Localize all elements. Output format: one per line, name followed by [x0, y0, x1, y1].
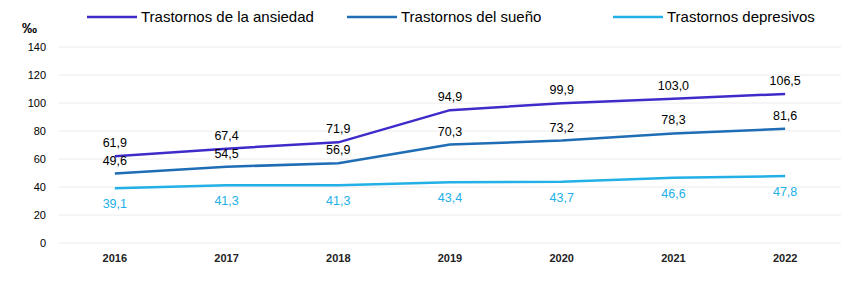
y-tick-label: 120: [28, 69, 46, 81]
data-label: 67,4: [214, 129, 238, 143]
data-label: 70,3: [438, 125, 462, 139]
data-label: 73,2: [550, 121, 574, 135]
plot-area: [115, 94, 785, 188]
y-tick-label: 60: [34, 153, 46, 165]
grid-line: [59, 215, 841, 216]
data-label: 47,8: [773, 185, 797, 199]
data-label: 43,7: [550, 191, 574, 205]
data-label: 41,3: [326, 194, 350, 208]
x-tick-label: 2017: [214, 252, 238, 264]
data-label: 81,6: [773, 109, 797, 123]
legend-swatch: [87, 16, 137, 19]
y-tick-label: 100: [28, 97, 46, 109]
data-label: 94,9: [438, 90, 462, 104]
x-tick-label: 2018: [326, 252, 350, 264]
legend-swatch: [347, 16, 397, 19]
grid-line: [59, 47, 841, 48]
data-label: 41,3: [214, 194, 238, 208]
data-label: 54,5: [214, 147, 238, 161]
data-label: 56,9: [326, 143, 350, 157]
x-tick-label: 2022: [773, 252, 797, 264]
data-label: 103,0: [658, 79, 689, 93]
data-label: 46,6: [661, 187, 685, 201]
chart: 0 20 40 60 80 100 120 140 ‰ 2016 2017 2018 2019 2020 2…: [0, 0, 859, 281]
data-label: 39,1: [103, 197, 127, 211]
legend-swatch: [613, 16, 663, 19]
data-label: 49,6: [103, 154, 127, 168]
data-label: 61,9: [103, 136, 127, 150]
grid-line: [59, 243, 841, 244]
y-tick-label: 80: [34, 125, 46, 137]
grid-line: [59, 159, 841, 160]
grid-line: [59, 75, 841, 76]
legend-label: Trastornos de la ansiedad: [141, 8, 314, 25]
data-label: 43,4: [438, 191, 462, 205]
x-tick-label: 2019: [438, 252, 462, 264]
y-tick-label: 0: [40, 237, 46, 249]
x-tick-label: 2020: [549, 252, 573, 264]
legend-label: Trastornos del sueño: [401, 8, 541, 25]
data-label: 71,9: [326, 122, 350, 136]
y-tick-label: 40: [34, 181, 46, 193]
legend-label: Trastornos depresivos: [667, 8, 815, 25]
y-tick-label: 20: [34, 209, 46, 221]
x-tick-label: 2021: [661, 252, 685, 264]
data-label: 78,3: [661, 113, 685, 127]
data-label: 106,5: [770, 74, 801, 88]
y-axis-label: ‰: [22, 19, 37, 36]
data-label: 99,9: [550, 83, 574, 97]
y-tick-label: 140: [28, 41, 46, 53]
x-tick-label: 2016: [103, 252, 127, 264]
